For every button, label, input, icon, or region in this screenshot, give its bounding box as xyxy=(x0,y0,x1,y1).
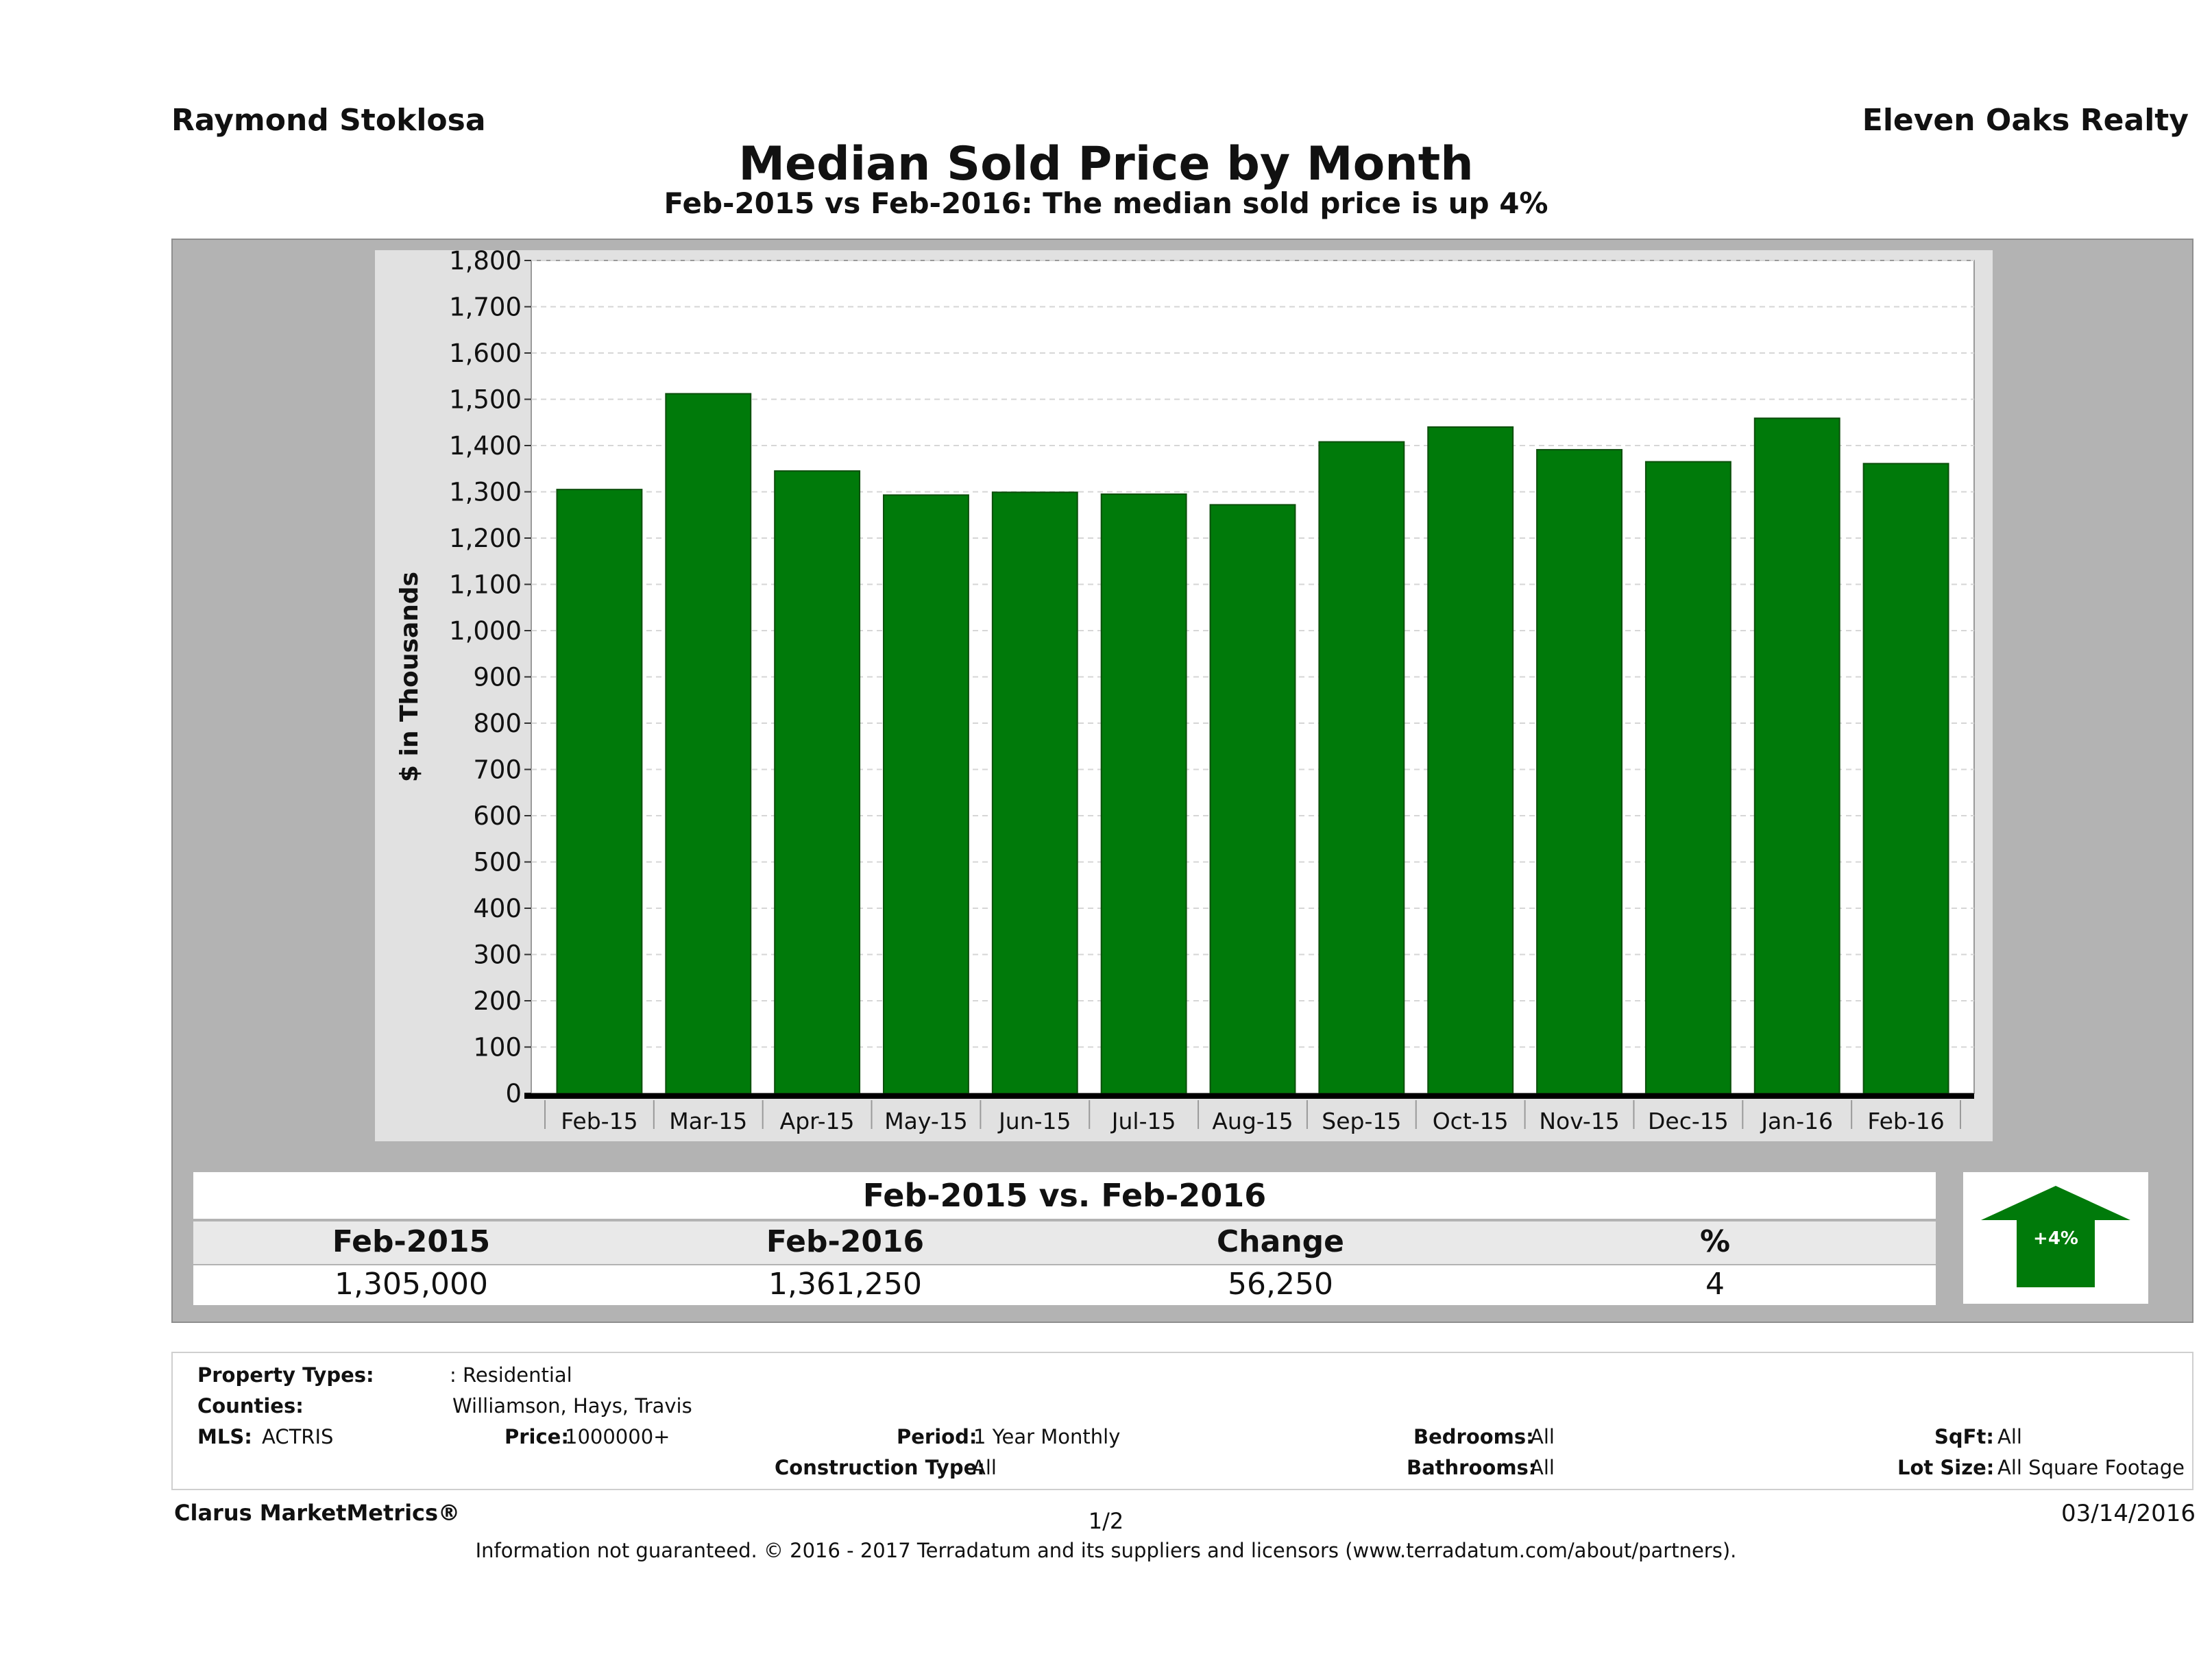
bedrooms-value: All xyxy=(1530,1425,1555,1448)
footer-date: 03/14/2016 xyxy=(2061,1500,2196,1527)
comparison-value-period2: 1,361,250 xyxy=(768,1267,922,1302)
comparison-header-change: Change xyxy=(1217,1224,1344,1259)
counties-label: Counties: xyxy=(197,1394,304,1418)
bar-Nov-15 xyxy=(1536,449,1622,1094)
bar-Jul-15 xyxy=(1100,493,1187,1094)
mls-value: ACTRIS xyxy=(262,1425,334,1448)
comparison-title-band xyxy=(193,1172,1936,1219)
construction-type-value: All xyxy=(972,1456,997,1479)
y-axis-label: $ in Thousands xyxy=(396,572,424,782)
comparison-value-band xyxy=(193,1265,1936,1305)
property-types-label: Property Types: xyxy=(197,1363,374,1387)
lot-size-value: All Square Footage xyxy=(1997,1456,2185,1479)
change-indicator-label: +4% xyxy=(2033,1228,2078,1249)
brokerage-name: Eleven Oaks Realty xyxy=(1862,103,2189,138)
comparison-value-percent: 4 xyxy=(1705,1267,1725,1302)
construction-type-label: Construction Type: xyxy=(775,1456,985,1479)
bar-Mar-15 xyxy=(665,393,752,1094)
bar-Dec-15 xyxy=(1644,461,1731,1094)
bedrooms-label: Bedrooms: xyxy=(1413,1425,1534,1448)
period-label: Period: xyxy=(897,1425,977,1448)
x-tick-label: Oct-15 xyxy=(1433,1108,1509,1134)
x-tick-label: Nov-15 xyxy=(1539,1108,1619,1134)
change-indicator xyxy=(1963,1172,2148,1304)
price-label: Price: xyxy=(505,1425,569,1448)
comparison-header-percent: % xyxy=(1699,1224,1731,1259)
y-tick-label: 1,600 xyxy=(449,339,522,368)
y-tick-label: 100 xyxy=(473,1033,522,1062)
x-tick-label: Jun-15 xyxy=(997,1108,1071,1134)
comparison-header-band xyxy=(193,1221,1936,1264)
x-tick-label: May-15 xyxy=(884,1108,968,1134)
chart-subtitle: Feb-2015 vs Feb-2016: The median sold pr… xyxy=(664,186,1548,220)
sqft-value: All xyxy=(1997,1425,2022,1448)
x-tick-label: Feb-16 xyxy=(1867,1108,1944,1134)
footer-source: Clarus MarketMetrics® xyxy=(174,1500,461,1526)
y-tick-label: 800 xyxy=(473,709,522,738)
mls-label: MLS: xyxy=(197,1425,252,1448)
footer-page-number: 1/2 xyxy=(1088,1508,1124,1534)
y-tick-label: 1,300 xyxy=(449,478,522,507)
counties-value: Williamson, Hays, Travis xyxy=(452,1394,692,1418)
chart-title: Median Sold Price by Month xyxy=(738,137,1474,191)
comparison-value-change: 56,250 xyxy=(1228,1267,1333,1302)
y-tick-label: 1,500 xyxy=(449,385,522,415)
y-tick-label: 0 xyxy=(505,1079,522,1108)
footer-disclaimer: Information not guaranteed. © 2016 - 201… xyxy=(475,1539,1737,1562)
y-tick-label: 500 xyxy=(473,848,522,877)
y-tick-label: 1,100 xyxy=(449,570,522,600)
period-value: 1 Year Monthly xyxy=(973,1425,1121,1448)
y-tick-label: 1,000 xyxy=(449,616,522,646)
y-tick-label: 1,400 xyxy=(449,431,522,461)
x-tick-label: Mar-15 xyxy=(669,1108,747,1134)
lot-size-label: Lot Size: xyxy=(1897,1456,1995,1479)
bar-Apr-15 xyxy=(774,470,861,1094)
y-tick-label: 1,200 xyxy=(449,524,522,553)
agent-name: Raymond Stoklosa xyxy=(171,103,486,138)
x-tick-label: Jul-15 xyxy=(1110,1108,1176,1134)
property-types-value: : Residential xyxy=(450,1363,572,1387)
bar-Feb-15 xyxy=(556,489,643,1094)
y-tick-label: 1,700 xyxy=(449,293,522,322)
bar-Jun-15 xyxy=(991,491,1078,1094)
x-tick-label: Aug-15 xyxy=(1212,1108,1293,1134)
comparison-header-period1: Feb-2015 xyxy=(332,1224,491,1259)
x-tick-label: Jan-16 xyxy=(1760,1108,1833,1134)
bar-Sep-15 xyxy=(1318,441,1405,1095)
x-tick-label: Feb-15 xyxy=(561,1108,637,1134)
y-tick-label: 200 xyxy=(473,986,522,1016)
comparison-title: Feb-2015 vs. Feb-2016 xyxy=(862,1177,1267,1214)
bar-Jan-16 xyxy=(1753,417,1840,1095)
y-tick-label: 300 xyxy=(473,940,522,970)
comparison-value-period1: 1,305,000 xyxy=(335,1267,488,1302)
y-tick-label: 600 xyxy=(473,801,522,831)
bar-chart: 0 100 200 300 400 500 600 700 800 900 1,000 1,100 1,… xyxy=(396,250,1975,1134)
x-tick-label: Dec-15 xyxy=(1648,1108,1729,1134)
up-arrow-icon xyxy=(1981,1186,2130,1287)
bathrooms-value: All xyxy=(1530,1456,1555,1479)
filter-criteria-box xyxy=(171,1352,2193,1490)
x-tick-label: Apr-15 xyxy=(780,1108,855,1134)
chart-panel: 0 100 200 300 400 500 600 700 800 900 1,000 1,100 1,… xyxy=(375,250,1993,1141)
bathrooms-label: Bathrooms: xyxy=(1407,1456,1537,1479)
bar-Aug-15 xyxy=(1209,504,1296,1094)
bar-Feb-16 xyxy=(1862,463,1949,1094)
bar-May-15 xyxy=(883,494,969,1095)
sqft-label: SqFt: xyxy=(1934,1425,1994,1448)
price-value: 1000000+ xyxy=(565,1425,670,1448)
y-tick-label: 700 xyxy=(473,755,522,785)
y-tick-label: 400 xyxy=(473,894,522,923)
y-tick-label: 1,800 xyxy=(449,250,522,276)
bar-Oct-15 xyxy=(1427,426,1514,1094)
comparison-header-period2: Feb-2016 xyxy=(766,1224,925,1259)
y-tick-label: 900 xyxy=(473,663,522,692)
x-tick-label: Sep-15 xyxy=(1322,1108,1401,1134)
